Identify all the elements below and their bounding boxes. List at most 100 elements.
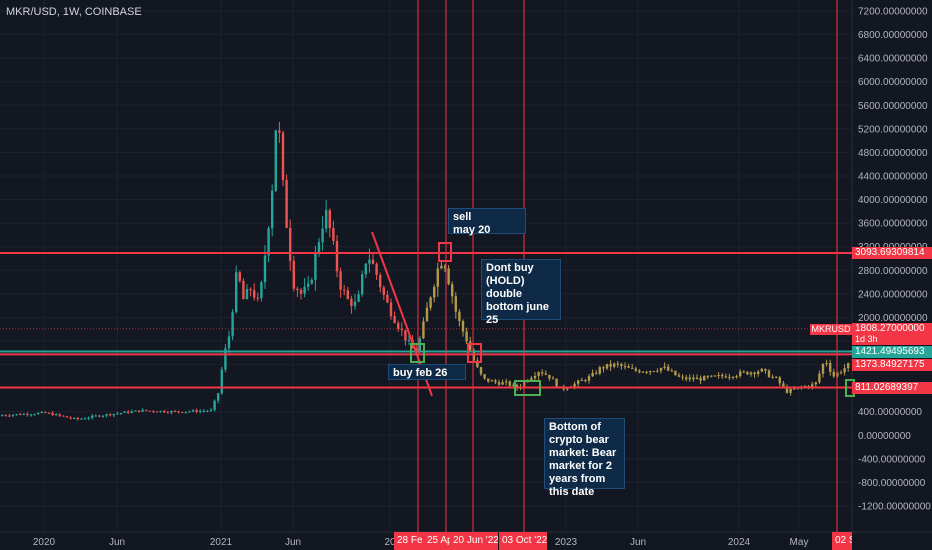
candle-body <box>706 376 709 378</box>
hold-box <box>467 343 482 363</box>
candle-body <box>393 316 396 323</box>
candle-body <box>793 388 796 390</box>
candle-body <box>55 414 58 416</box>
candle-body <box>656 370 659 372</box>
candle-body <box>447 268 450 285</box>
candle-body <box>814 382 817 385</box>
candle-body <box>811 384 814 388</box>
candle-body <box>278 130 281 133</box>
candle-body <box>544 373 547 375</box>
candle-body <box>713 375 717 377</box>
candle-body <box>152 410 155 412</box>
candle-body <box>134 410 137 412</box>
candle-body <box>314 252 317 280</box>
candle-body <box>692 377 695 380</box>
date-marker-feb: 28 Fe <box>394 532 424 550</box>
candle-body <box>717 375 720 377</box>
candle-body <box>253 290 256 298</box>
candle-body <box>757 371 760 374</box>
candle-body <box>332 228 335 241</box>
candle-body <box>573 383 576 388</box>
candle-body <box>789 388 792 393</box>
candle-body <box>461 321 465 332</box>
candle-body <box>652 371 655 373</box>
x-tick-label: May <box>790 537 809 548</box>
candle-body <box>530 378 533 381</box>
candle-body <box>663 366 666 368</box>
candle-body <box>469 341 472 351</box>
candle-body <box>62 415 65 417</box>
candle-body <box>209 409 213 411</box>
candle-body <box>170 410 173 413</box>
candle-body <box>263 255 267 283</box>
y-tick-label: 2400.00000000 <box>858 289 928 300</box>
candle-body <box>29 414 33 416</box>
candle-body <box>710 375 713 377</box>
candle-body <box>458 311 461 322</box>
annotation-buy: buy feb 26 <box>388 364 466 380</box>
candle-body <box>674 370 677 376</box>
candle-body <box>422 321 425 339</box>
candle-body <box>58 414 61 416</box>
candle-body <box>555 378 558 387</box>
candle-body <box>739 371 742 376</box>
candle-body <box>843 368 846 373</box>
candle-body <box>379 274 382 288</box>
candle-body <box>65 416 69 418</box>
y-tick-label: 4800.00000000 <box>858 148 928 159</box>
candle-body <box>325 210 328 229</box>
price-tag-1373: 1373.84927175 <box>852 359 932 371</box>
candle-body <box>580 380 583 382</box>
candle-body <box>839 372 843 374</box>
candle-body <box>584 380 587 382</box>
candle-body <box>112 413 115 416</box>
y-tick-label: 0.00000000 <box>858 431 911 442</box>
candle-body <box>11 414 15 416</box>
y-tick-label: 3600.00000000 <box>858 219 928 230</box>
candle-body <box>400 328 403 331</box>
x-tick-label: 2024 <box>728 537 751 548</box>
candle-body <box>623 366 627 368</box>
bar-countdown: 1d 3h <box>852 334 932 345</box>
candle-body <box>127 411 130 413</box>
candle-body <box>587 376 591 381</box>
candle-body <box>681 376 684 378</box>
candle-body <box>238 272 241 281</box>
candle-body <box>649 371 652 373</box>
candle-body <box>785 386 789 393</box>
y-tick-label: -1200.00000000 <box>858 502 931 513</box>
candle-body <box>479 367 483 375</box>
candle-body <box>123 411 126 413</box>
candle-body <box>847 362 850 369</box>
candle-body <box>69 417 72 419</box>
x-tick-label: 2021 <box>210 537 233 548</box>
candle-body <box>159 410 162 412</box>
candle-body <box>299 290 303 294</box>
y-tick-label: -400.00000000 <box>858 454 926 465</box>
candle-body <box>296 288 299 291</box>
candle-body <box>742 371 745 373</box>
x-tick-label: Jun <box>285 537 301 548</box>
candle-body <box>577 380 580 384</box>
candle-body <box>685 377 688 380</box>
candle-body <box>44 411 47 413</box>
candle-body <box>476 360 479 368</box>
candle-body <box>224 348 227 370</box>
candle-body <box>145 409 148 411</box>
x-tick-label: Jun <box>109 537 125 548</box>
candle-body <box>76 417 79 420</box>
y-tick-label: 6000.00000000 <box>858 77 928 88</box>
candle-body <box>303 286 306 294</box>
candle-body <box>541 372 544 374</box>
candle-body <box>753 372 756 374</box>
annotation-sell: sell may 20 <box>448 208 526 236</box>
y-tick-label: 7200.00000000 <box>858 7 928 18</box>
candle-body <box>249 288 252 291</box>
sell-box <box>438 242 452 262</box>
candle-body <box>1 415 4 417</box>
candle-body <box>670 370 673 372</box>
candle-body <box>227 336 231 349</box>
candle-body <box>285 179 288 228</box>
candle-body <box>8 415 11 417</box>
